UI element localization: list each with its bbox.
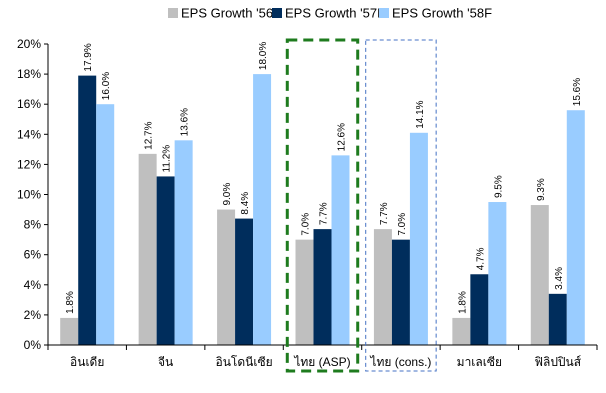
bar-3-6 [488,202,507,345]
bar-1-2 [138,153,157,345]
bar-2-2 [156,176,175,345]
legend-swatch-2 [272,8,282,18]
legend-label-3: EPS Growth '58F [392,6,492,21]
x-category-label: ไทย (ASP) [293,355,350,369]
data-label: 8.4% [240,192,251,215]
highlight-box-2 [365,39,437,372]
x-category-label: ไทย (cons.) [369,355,431,369]
data-label: 9.5% [493,175,504,198]
data-label: 16.0% [101,72,112,100]
legend-label-2: EPS Growth '57F [285,6,385,21]
y-tick-label: 6% [24,248,42,262]
bar-2-5 [391,239,410,345]
bar-1-5 [373,229,392,345]
bar-3-5 [409,132,428,345]
bar-3-7 [566,110,585,345]
y-tick-label: 20% [17,37,41,51]
data-label: 12.7% [144,121,155,149]
x-category-label: มาเลเซีย [457,355,502,369]
data-label: 9.3% [536,178,547,201]
bar-2-7 [548,293,567,345]
data-label: 4.7% [475,247,486,270]
data-label: 3.4% [554,267,565,290]
y-tick-label: 8% [24,218,42,232]
bar-3-3 [253,74,272,345]
y-tick-label: 14% [17,127,41,141]
y-tick-label: 10% [17,188,41,202]
data-label: 11.2% [162,145,173,173]
x-category-label: อินเดีย [70,355,104,369]
bar-2-4 [313,229,332,345]
bar-3-2 [174,140,193,345]
data-label: 12.6% [337,123,348,151]
data-label: 9.0% [222,183,233,206]
bar-2-1 [78,75,97,345]
x-category-label: อินโดนีเซีย [216,355,273,369]
data-label: 7.0% [397,213,408,236]
y-tick-label: 0% [24,338,42,352]
data-label: 7.7% [379,202,390,225]
highlight-box-1 [285,38,360,373]
legend-swatch-1 [168,8,178,18]
x-category-label: ฟิลิปปินส์ [534,355,581,369]
y-tick-label: 4% [24,278,42,292]
bar-1-7 [530,205,549,345]
y-tick-label: 2% [24,308,42,322]
data-label: 14.1% [415,100,426,128]
bar-3-4 [331,155,350,345]
bar-1-1 [60,317,79,345]
data-label: 1.8% [65,291,76,314]
y-tick-label: 12% [17,157,41,171]
data-label: 7.7% [319,202,330,225]
data-label: 7.0% [301,213,312,236]
data-label: 1.8% [457,291,468,314]
bar-2-6 [470,274,489,345]
x-category-label: จีน [158,355,173,369]
data-label: 17.9% [83,43,94,71]
legend-label-1: EPS Growth '56 [181,6,273,21]
bar-1-4 [295,239,314,345]
bar-1-3 [217,209,236,345]
data-label: 18.0% [258,42,269,70]
data-label: 15.6% [572,78,583,106]
legend-swatch-3 [379,8,389,18]
bar-2-3 [235,218,254,345]
y-tick-label: 18% [17,67,41,81]
y-tick-label: 16% [17,97,41,111]
data-label: 13.6% [180,108,191,136]
bar-1-6 [452,317,471,345]
bar-3-1 [96,104,115,345]
